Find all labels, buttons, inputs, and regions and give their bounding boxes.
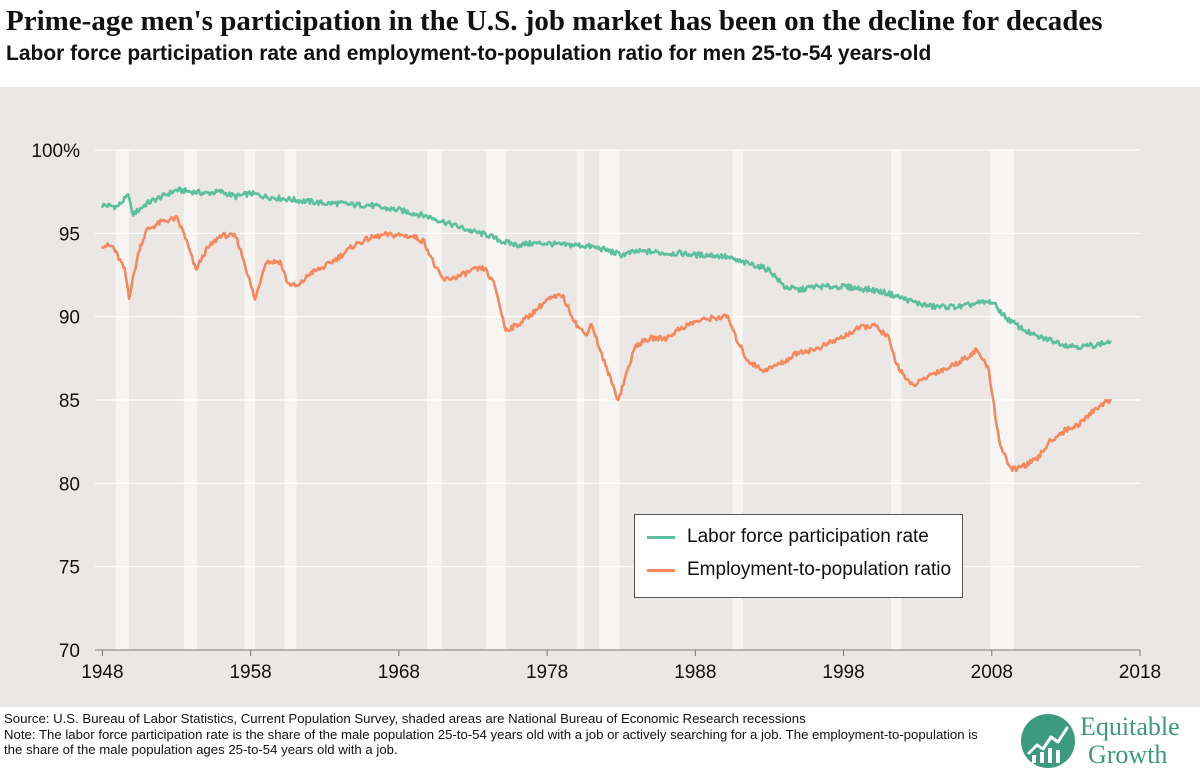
source-note: Source: U.S. Bureau of Labor Statistics,…: [4, 711, 806, 726]
logo-wordmark: Equitable Growth: [1080, 713, 1180, 769]
y-tick-label-3: 85: [59, 391, 80, 412]
methodology-note: Note: The labor force participation rate…: [4, 726, 978, 758]
x-tick-label-0: 1948: [81, 662, 123, 683]
x-tick-label-6: 2008: [971, 662, 1013, 683]
equitable-growth-logo: Equitable Growth: [1020, 713, 1196, 771]
series-line-1: [101, 214, 1112, 473]
legend-swatch-participation: [647, 535, 675, 539]
legend: Labor force participation rate Employmen…: [634, 514, 963, 598]
x-tick-label-2: 1968: [378, 662, 420, 683]
chart-panel: 100% 95 90 85 80 75 70 1948 1958 1968 1978 1988 1998…: [0, 87, 1200, 707]
footer: Source: U.S. Bureau of Labor Statistics,…: [4, 711, 994, 758]
legend-item-employment: Employment-to-population ratio: [647, 556, 951, 584]
series-line-0: [101, 186, 1112, 351]
y-tick-label-5: 75: [59, 558, 80, 579]
legend-item-participation: Labor force participation rate: [647, 523, 929, 551]
legend-label-participation: Labor force participation rate: [687, 526, 929, 547]
legend-swatch-employment: [647, 568, 675, 572]
y-tick-label-2: 90: [59, 308, 80, 329]
chart-subtitle: Labor force participation rate and emplo…: [6, 42, 932, 65]
x-tick-label-4: 1988: [674, 662, 716, 683]
x-tick-label-5: 1998: [822, 662, 864, 683]
y-tick-label-6: 70: [59, 641, 80, 662]
logo-leaf-icon: [1021, 714, 1075, 768]
logo-line-1: Equitable: [1080, 712, 1180, 741]
chart-title: Prime-age men's participation in the U.S…: [6, 5, 1103, 37]
x-tick-label-1: 1958: [229, 662, 271, 683]
x-tick-label-3: 1978: [526, 662, 568, 683]
x-tick-label-7: 2018: [1119, 662, 1161, 683]
y-tick-label-4: 80: [59, 474, 80, 495]
y-tick-label-1: 95: [59, 224, 80, 245]
legend-label-employment: Employment-to-population ratio: [687, 559, 952, 580]
y-tick-label-0: 100%: [31, 141, 80, 162]
logo-line-2: Growth: [1088, 740, 1168, 769]
